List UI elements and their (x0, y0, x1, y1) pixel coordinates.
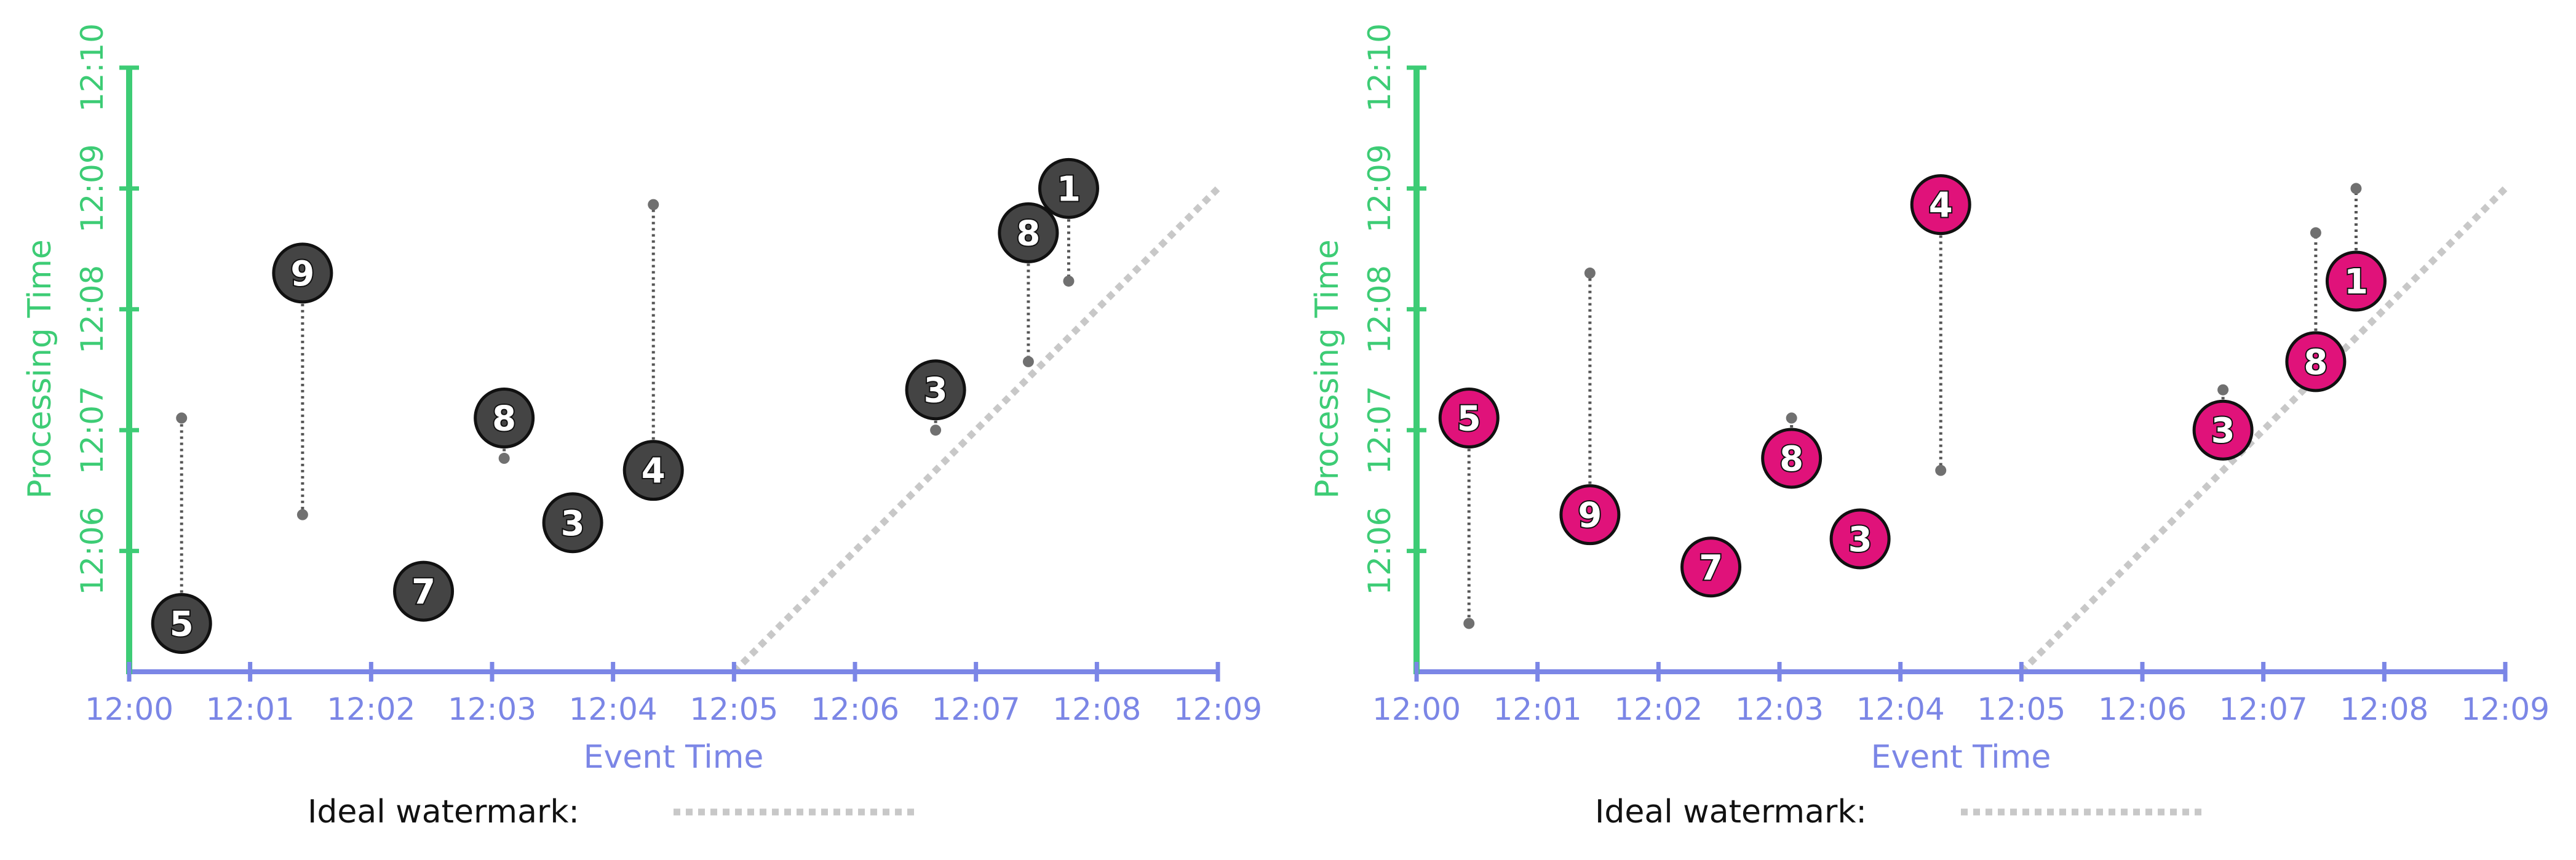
y-tick-label: 12:09 (1362, 144, 1397, 233)
y-tick-label: 12:09 (74, 144, 110, 233)
event-bubble (542, 492, 603, 554)
processing-dot (176, 412, 188, 424)
processing-dot (930, 424, 942, 436)
x-tick-label: 12:03 (448, 691, 536, 727)
x-tick-label: 12:02 (327, 691, 415, 727)
event-bubble-label: 8 (492, 399, 516, 439)
event-bubble-label: 5 (170, 604, 194, 644)
x-tick-label: 12:01 (1493, 691, 1582, 727)
chart-left: 12:00 12:01 12:02 12:03 12:04 12:05 12:06 12:07… (22, 23, 1262, 830)
event-bubble (2325, 250, 2387, 312)
x-tick-label: 12:02 (1614, 691, 1703, 727)
event-bubble (1680, 536, 1742, 598)
processing-dot (2217, 384, 2229, 396)
event-bubble (2285, 331, 2347, 392)
y-tick-label: 12:10 (74, 23, 110, 112)
x-tick-label: 12:04 (569, 691, 658, 727)
y-tick-label: 12:08 (74, 265, 110, 354)
event-bubble (1761, 428, 1823, 489)
x-tick-label: 12:01 (206, 691, 295, 727)
event-bubble (151, 592, 212, 654)
event-bubble-label: 9 (290, 254, 314, 294)
ideal-watermark-line (731, 186, 1220, 674)
processing-dot (1584, 267, 1596, 279)
legend-label: Ideal watermark: (1595, 794, 1867, 830)
event-bubble (2192, 399, 2254, 461)
processing-dot (498, 453, 510, 464)
event-bubble (272, 242, 333, 304)
y-tick-label: 12:06 (1362, 507, 1397, 595)
x-tick-label: 12:06 (2098, 691, 2187, 727)
x-tick-label: 12:05 (690, 691, 778, 727)
event-bubble-label: 4 (642, 452, 666, 492)
x-tick-label: 12:06 (811, 691, 899, 727)
event-bubble-label: 7 (411, 572, 435, 612)
y-axis-title: Processing Time (22, 239, 58, 498)
x-tick-label: 12:08 (1052, 691, 1141, 727)
y-tick-label: 12:06 (74, 507, 110, 595)
legend-label: Ideal watermark: (308, 794, 579, 830)
event-bubble-label: 3 (924, 371, 948, 411)
event-bubble-label: 8 (2304, 343, 2328, 383)
ideal-watermark-line (2019, 186, 2508, 674)
event-bubble (1829, 508, 1891, 570)
x-axis-title: Event Time (584, 739, 764, 776)
processing-dot (1022, 356, 1034, 367)
event-bubble (905, 359, 966, 421)
processing-dot (1935, 464, 1947, 476)
event-bubble-label: 1 (1057, 169, 1081, 209)
x-tick-label: 12:09 (2461, 691, 2550, 727)
event-bubble (1910, 174, 1971, 236)
event-bubble-label: 3 (561, 504, 585, 544)
processing-dot (2310, 227, 2321, 239)
processing-dot (648, 199, 659, 210)
y-tick-label: 12:10 (1362, 23, 1397, 112)
event-bubble (474, 388, 535, 449)
processing-dot (1063, 275, 1075, 287)
event-bubble (622, 440, 684, 501)
event-bubble (1038, 157, 1099, 219)
y-tick-label: 12:08 (1362, 265, 1397, 354)
x-tick-label: 12:00 (85, 691, 173, 727)
event-bubble (393, 560, 455, 622)
x-tick-label: 12:07 (932, 691, 1020, 727)
processing-dot (2350, 183, 2362, 194)
event-bubble-label: 1 (2344, 262, 2368, 302)
event-bubble (1438, 388, 1500, 449)
processing-dot (296, 509, 308, 520)
event-bubble-label: 3 (1848, 520, 1872, 560)
y-axis-title: Processing Time (1309, 239, 1346, 498)
x-tick-label: 12:05 (1977, 691, 2065, 727)
event-bubble-label: 5 (1457, 399, 1481, 439)
y-tick-label: 12:07 (74, 386, 110, 474)
event-bubble (1559, 484, 1621, 546)
event-bubble-label: 8 (1016, 213, 1040, 253)
event-bubble-label: 3 (2211, 411, 2235, 451)
x-tick-label: 12:00 (1372, 691, 1461, 727)
event-bubble-label: 8 (1779, 439, 1803, 479)
event-bubble-label: 4 (1929, 186, 1953, 226)
x-axis-title: Event Time (1871, 739, 2051, 776)
y-tick-label: 12:07 (1362, 386, 1397, 474)
event-bubble (998, 202, 1059, 263)
x-tick-label: 12:04 (1856, 691, 1945, 727)
chart-right: 12:00 12:01 12:02 12:03 12:04 12:05 12:06 12:07… (1309, 23, 2550, 830)
x-tick-label: 12:07 (2219, 691, 2308, 727)
x-tick-label: 12:09 (1174, 691, 1262, 727)
x-tick-label: 12:08 (2340, 691, 2428, 727)
event-bubble-label: 7 (1699, 548, 1723, 588)
event-bubble-label: 9 (1578, 496, 1602, 536)
x-tick-label: 12:03 (1735, 691, 1824, 727)
processing-dot (1463, 618, 1475, 629)
processing-dot (1786, 412, 1797, 424)
